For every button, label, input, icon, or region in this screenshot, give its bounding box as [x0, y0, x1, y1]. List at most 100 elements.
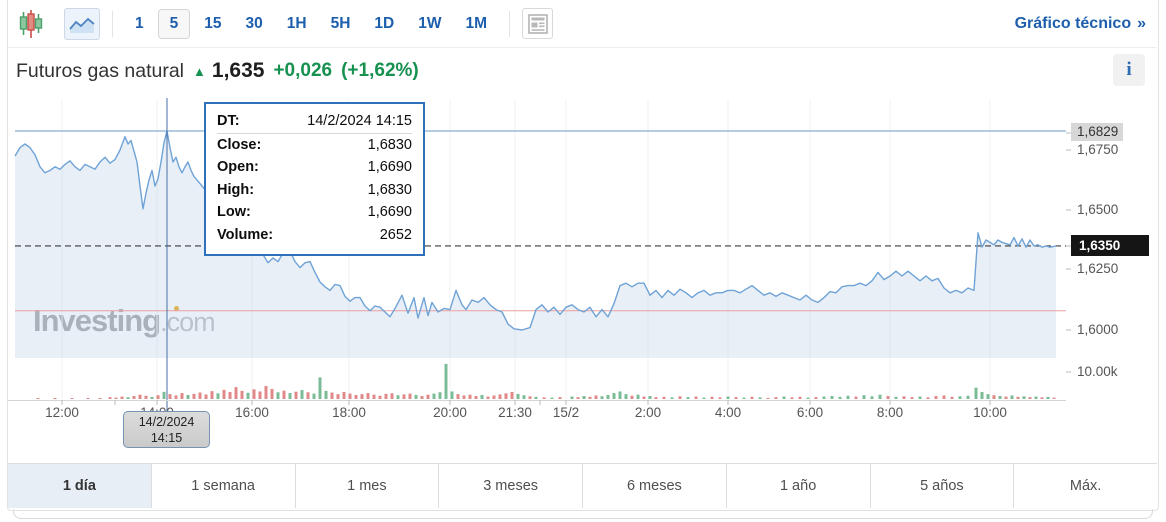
crosshair-date-label: 14/2/2024 14:15: [123, 411, 210, 448]
volume-bar: [276, 392, 280, 399]
news-panel-button[interactable]: [522, 8, 554, 39]
volume-bar: [790, 397, 794, 399]
volume-bar: [806, 397, 810, 399]
investing-watermark: Investing.com: [33, 303, 216, 339]
volume-bar: [734, 397, 738, 399]
tooltip-row: High: 1,6830: [217, 179, 412, 202]
range-tab-5-a-os[interactable]: 5 años: [871, 464, 1015, 508]
tooltip-row: Open: 1,6690: [217, 156, 412, 179]
volume-bar: [348, 393, 352, 399]
volume-bar: [192, 393, 196, 399]
range-tab-m-x-[interactable]: Máx.: [1069, 478, 1102, 494]
watermark-main: Investing: [33, 303, 161, 338]
x-axis-label: 15/2: [552, 405, 580, 420]
volume-bar: [180, 393, 184, 399]
volume-bar: [648, 396, 652, 399]
y-axis-label: 1,6250: [1077, 261, 1119, 276]
volume-bar: [300, 390, 304, 399]
volume-bar: [318, 377, 322, 399]
volume-bar: [468, 394, 472, 399]
last-price-axis-badge: 1,6350: [1071, 235, 1149, 256]
volume-bar: [402, 394, 406, 399]
interval-button-1D[interactable]: 1D: [364, 9, 404, 39]
tooltip-row: Volume: 2652: [217, 224, 412, 247]
volume-bar: [662, 396, 666, 399]
volume-bar: [86, 397, 90, 399]
info-button[interactable]: i: [1113, 54, 1145, 86]
volume-bar: [974, 387, 978, 399]
x-axis-label: 16:00: [235, 405, 269, 420]
volume-bar: [204, 394, 208, 399]
volume-bar: [444, 363, 448, 399]
volume-bar: [822, 396, 826, 399]
tooltip-row: Low: 1,6690: [217, 201, 412, 224]
chart-toolbar: 1 5 15 30 1H 5H 1D 1W 1M Gráfico técnico »: [8, 0, 1156, 48]
volume-bar: [234, 387, 238, 399]
crosshair-date: 14/2/2024: [138, 415, 195, 429]
x-axis-label: 21:30: [498, 405, 532, 420]
volume-bar: [150, 396, 154, 399]
instrument-header: Futuros gas natural ▲ 1,635 +0,026 (+1,6…: [8, 48, 1156, 94]
volume-bar: [426, 394, 430, 399]
volume-bar: [798, 396, 802, 399]
volume-bar: [986, 394, 990, 399]
price-line: [14, 130, 1057, 331]
range-tab-3-meses[interactable]: 3 meses: [439, 464, 583, 508]
volume-bar: [312, 393, 316, 399]
interval-button-15[interactable]: 15: [194, 9, 231, 39]
volume-bar: [408, 393, 412, 399]
volume-bar: [642, 396, 646, 399]
volume-bar: [216, 393, 220, 399]
volume-bar: [372, 394, 376, 399]
volume-bar: [910, 397, 914, 399]
volume-bar: [718, 397, 722, 399]
volume-bar: [522, 395, 526, 399]
interval-button-1W[interactable]: 1W: [408, 9, 451, 39]
x-axis-label: 12:00: [45, 405, 79, 420]
range-tab-6-meses[interactable]: 6 meses: [583, 464, 727, 508]
range-tab-1-mes[interactable]: 1 mes: [296, 464, 440, 508]
x-axis-label: 20:00: [433, 405, 467, 420]
candlestick-chart-button[interactable]: [14, 7, 48, 41]
volume-bar: [198, 392, 202, 399]
tooltip-row-label: Close:: [217, 136, 262, 153]
volume-bar: [156, 395, 160, 399]
volume-bar: [934, 396, 938, 399]
interval-button-5H[interactable]: 5H: [321, 9, 361, 39]
interval-button-1H[interactable]: 1H: [277, 9, 317, 39]
volume-bar: [450, 391, 454, 399]
interval-button-1[interactable]: 1: [125, 9, 154, 39]
volume-bar: [782, 396, 786, 399]
volume-bar: [1046, 396, 1050, 399]
volume-bar: [686, 397, 690, 399]
interval-button-1M[interactable]: 1M: [455, 9, 497, 39]
volume-bar: [414, 394, 418, 399]
volume-bar: [678, 396, 682, 399]
volume-bar: [366, 393, 370, 399]
up-arrow-icon: ▲: [193, 63, 206, 79]
volume-bar: [222, 389, 226, 399]
range-tab-1-semana[interactable]: 1 semana: [152, 464, 296, 508]
technical-chart-link[interactable]: Gráfico técnico »: [1015, 15, 1146, 33]
area-chart-button[interactable]: [64, 7, 100, 40]
range-tab-1-d-a[interactable]: 1 día: [8, 464, 152, 508]
volume-bar: [1016, 396, 1020, 399]
volume-bar: [886, 396, 890, 399]
high-price-axis-badge: 1,6829: [1071, 123, 1124, 141]
volume-bar: [186, 394, 190, 399]
instrument-title: Futuros gas natural: [16, 59, 185, 82]
volume-bar: [726, 396, 730, 399]
volume-bar: [576, 397, 580, 399]
interval-button-30[interactable]: 30: [236, 9, 273, 39]
interval-button-5[interactable]: 5: [157, 8, 191, 39]
volume-bar: [558, 397, 562, 399]
volume-bar: [606, 394, 610, 399]
range-tab-1-a-o[interactable]: 1 año: [727, 464, 871, 508]
volume-bar: [624, 394, 628, 399]
volume-bar: [120, 396, 124, 399]
x-axis-label: 8:00: [876, 405, 904, 420]
volume-bar: [210, 391, 214, 399]
volume-bar: [246, 392, 250, 399]
volume-bar: [438, 392, 442, 399]
